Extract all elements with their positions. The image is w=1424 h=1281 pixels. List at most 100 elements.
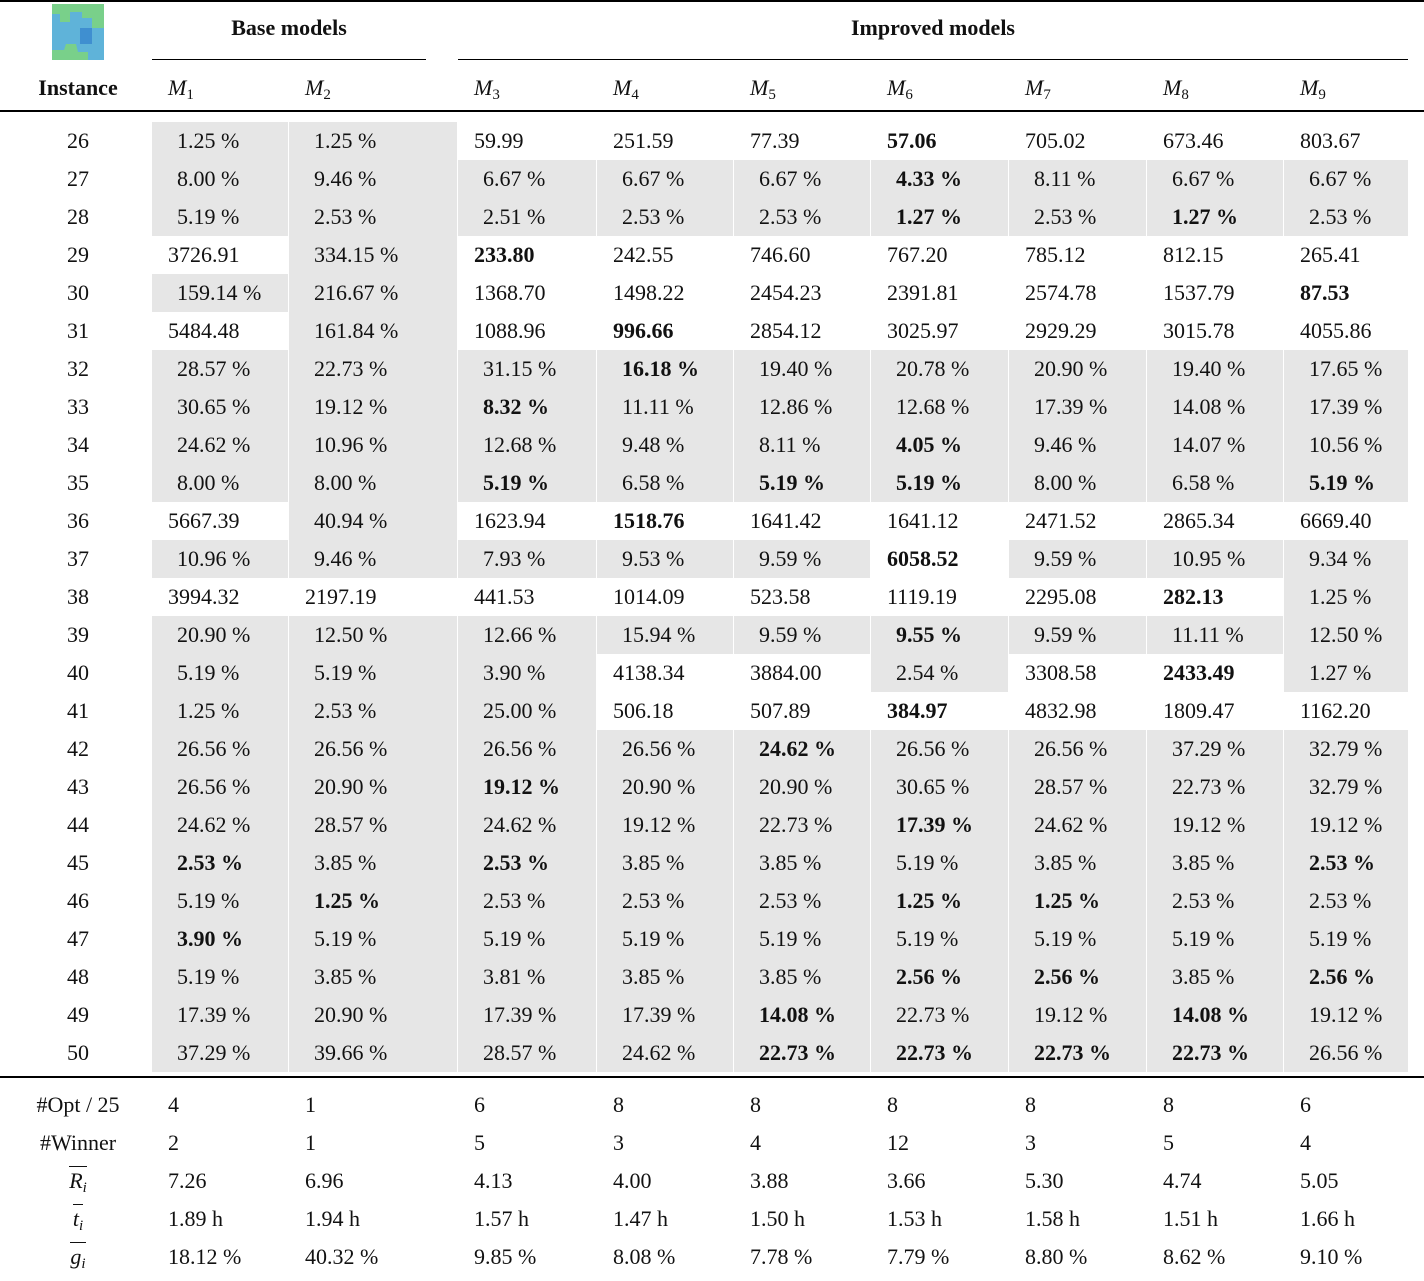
result-cell: 20.90 % [152,616,288,654]
summary-symbol-index: i [81,1256,86,1272]
result-cell: 8.00 % [1009,464,1146,502]
result-cell: 20.90 % [289,996,457,1034]
result-cell: 441.53 [474,584,535,609]
result-cell: 996.66 [613,318,674,343]
result-cell: 17.65 % [1284,350,1408,388]
result-cell: 9.46 % [1009,426,1146,464]
summary-label: ti [0,1200,156,1238]
result-cell: 26.56 % [458,730,596,768]
instance-cell: 26 [67,128,89,153]
instance-cell: 29 [67,242,89,267]
result-cell: 2.56 % [871,958,1008,996]
result-cell: 8.11 % [734,426,870,464]
rule [0,110,1424,112]
group-header: Base models [231,15,347,40]
instance-cell: 42 [67,736,89,761]
result-cell: 40.94 % [289,502,457,540]
result-cell: 12.50 % [1284,616,1408,654]
result-cell: 3025.97 [887,318,959,343]
model-index: 6 [905,87,913,103]
model-header: M7 [1025,70,1051,113]
result-cell: 17.39 % [458,996,596,1034]
result-cell: 2.53 % [1009,198,1146,236]
summary-cell: 6.96 [305,1168,344,1193]
result-cell: 28.57 % [1009,768,1146,806]
result-cell: 5.19 % [1284,464,1408,502]
result-cell: 28.57 % [152,350,288,388]
instance-cell: 31 [67,318,89,343]
result-cell: 10.96 % [289,426,457,464]
model-index: 8 [1181,87,1189,103]
result-cell: 26.56 % [152,768,288,806]
group-header: Improved models [851,15,1015,40]
result-cell: 1119.19 [887,584,957,609]
result-cell: 233.80 [474,242,535,267]
model-header: M1 [168,70,194,113]
result-cell: 6.58 % [1147,464,1283,502]
summary-cell: 8.62 % [1163,1244,1226,1269]
result-cell: 2391.81 [887,280,959,305]
result-cell: 5.19 % [458,920,596,958]
result-cell: 5484.48 [168,318,240,343]
result-cell: 3.90 % [458,654,596,692]
summary-cell: 4 [168,1092,179,1117]
result-cell: 11.11 % [1147,616,1283,654]
result-cell: 251.59 [613,128,674,153]
result-cell: 5.19 % [1147,920,1283,958]
result-cell: 3.85 % [734,958,870,996]
summary-cell: 8 [887,1092,898,1117]
result-cell: 19.12 % [1147,806,1283,844]
result-cell: 6.67 % [734,160,870,198]
result-cell: 812.15 [1163,242,1224,267]
summary-cell: 5 [474,1130,485,1155]
result-cell: 17.39 % [871,806,1008,844]
model-symbol: M [168,75,187,100]
instance-cell: 40 [67,660,89,685]
result-cell: 1809.47 [1163,698,1235,723]
result-cell: 2854.12 [750,318,822,343]
summary-cell: 7.79 % [887,1244,950,1269]
result-cell: 5.19 % [597,920,733,958]
result-cell: 5.19 % [152,654,288,692]
model-symbol: M [1163,75,1182,100]
result-cell: 25.00 % [458,692,596,730]
instance-cell: 47 [67,926,89,951]
summary-symbol-base: g [70,1244,82,1269]
summary-cell: 7.26 [168,1168,207,1193]
summary-cell: 18.12 % [168,1244,242,1269]
result-cell: 1.25 % [152,692,288,730]
result-cell: 1.27 % [1284,654,1408,692]
instance-cell: 34 [67,432,89,457]
summary-label: gi [0,1238,156,1276]
result-cell: 1641.12 [887,508,959,533]
result-cell: 2.53 % [458,882,596,920]
result-cell: 20.90 % [597,768,733,806]
result-cell: 5.19 % [458,464,596,502]
summary-cell: 8.08 % [613,1244,676,1269]
result-cell: 507.89 [750,698,811,723]
result-cell: 1498.22 [613,280,685,305]
result-cell: 17.39 % [1284,388,1408,426]
result-cell: 22.73 % [1147,1034,1283,1072]
result-cell: 5.19 % [734,464,870,502]
result-cell: 2.53 % [458,844,596,882]
result-cell: 3.85 % [597,958,733,996]
summary-cell: 2 [168,1130,179,1155]
model-index: 5 [768,87,776,103]
result-cell: 2.51 % [458,198,596,236]
model-header: M3 [474,70,500,113]
result-cell: 5.19 % [1009,920,1146,958]
summary-cell: 8 [1025,1092,1036,1117]
summary-cell: 3 [613,1130,624,1155]
result-cell: 3.85 % [597,844,733,882]
result-cell: 282.13 [1163,584,1224,609]
result-cell: 8.00 % [152,160,288,198]
summary-symbol-base: R [69,1168,83,1193]
result-cell: 2.53 % [152,844,288,882]
model-header: M2 [305,70,331,113]
result-cell: 31.15 % [458,350,596,388]
result-cell: 9.55 % [871,616,1008,654]
result-cell: 2.56 % [1284,958,1408,996]
rule [458,59,1408,61]
result-cell: 15.94 % [597,616,733,654]
